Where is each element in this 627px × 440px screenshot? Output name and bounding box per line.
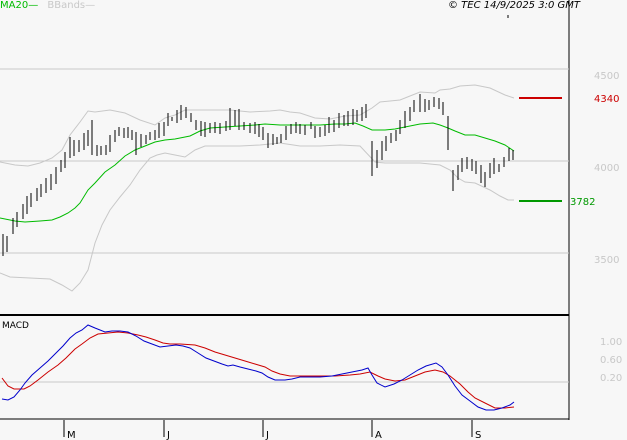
legend-bbands-swatch: — — [85, 0, 96, 11]
macd-line — [1, 324, 515, 411]
month-label-sep: S — [475, 430, 481, 440]
y-tick-4500: 4500 — [594, 71, 619, 82]
macd-tick-1.00: 1.00 — [600, 337, 622, 348]
macd-signal-line — [1, 331, 515, 409]
y-tick-4000: 4000 — [594, 163, 619, 174]
bband-lower-line — [0, 142, 514, 292]
chart-legend: MA20— BBands— — [0, 0, 95, 12]
month-label-may: M — [67, 430, 76, 440]
month-label-jul: J — [265, 430, 269, 440]
bband-upper-line — [0, 84, 515, 167]
month-label-jun: J — [166, 430, 170, 440]
ma20-line — [0, 122, 515, 223]
price-bars — [2, 94, 514, 256]
legend-bbands: BBands — [47, 0, 86, 11]
month-ticks — [63, 420, 473, 437]
copyright-timestamp: © TEC 14/9/2025 3:0 GMT — [448, 0, 580, 11]
y-tick-3500: 3500 — [594, 255, 619, 266]
macd-tick-0.20: 0.20 — [600, 373, 622, 384]
resistance-label: 4340 — [594, 94, 619, 105]
month-label-aug: A — [375, 430, 382, 440]
legend-ma20: MA20 — [0, 0, 29, 11]
legend-ma20-swatch: — — [28, 0, 39, 11]
macd-tick-0.60: 0.60 — [600, 355, 622, 366]
macd-title: MACD — [2, 321, 29, 331]
support-label: 3782 — [570, 197, 595, 208]
